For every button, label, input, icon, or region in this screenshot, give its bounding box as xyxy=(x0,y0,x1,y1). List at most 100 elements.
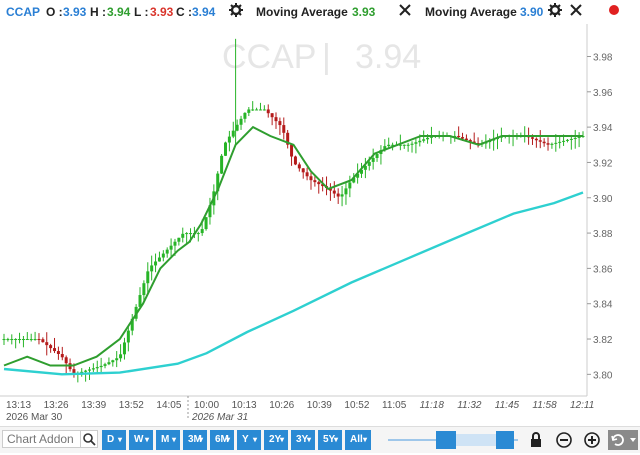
candle-body xyxy=(150,265,154,272)
candle-body xyxy=(157,257,161,262)
zoom-left-handle[interactable] xyxy=(436,431,456,449)
chart-addon-input[interactable] xyxy=(2,430,82,448)
caret-down-icon: ▾ xyxy=(171,435,176,444)
candle-body xyxy=(336,193,340,197)
x-tick-label: 11:18 xyxy=(420,400,445,411)
candle-body xyxy=(550,143,554,145)
moving-average-slow-line xyxy=(3,191,584,376)
low-value: 3.93 xyxy=(150,5,174,19)
x-tick-label: 11:32 xyxy=(457,400,482,411)
chart-canvas[interactable]: CCAP | 3.94 3.98 3.96 3.94 3.92 3.90 3.88 3.86… xyxy=(0,0,640,425)
candle-body xyxy=(235,124,239,131)
y-tick-label: 3.90 xyxy=(593,194,613,205)
candle-body xyxy=(189,233,193,235)
candle-body xyxy=(6,339,10,341)
close-label: C : xyxy=(176,5,192,19)
candle-body xyxy=(115,358,119,361)
refresh-menu-icon[interactable] xyxy=(608,430,638,450)
period-button-d[interactable]: D ▾ xyxy=(102,430,126,450)
candle-body xyxy=(25,339,29,341)
x-tick-label: 13:26 xyxy=(44,400,69,411)
candle-body xyxy=(569,138,573,140)
zoom-out-icon[interactable] xyxy=(554,430,574,450)
high-value: 3.94 xyxy=(107,5,131,19)
zoom-right-handle[interactable] xyxy=(496,431,514,449)
price-chart[interactable]: CCAP | 3.94 3.98 3.96 3.94 3.92 3.90 3.88 3.86… xyxy=(0,0,640,425)
watermark-symbol: CCAP xyxy=(222,38,316,76)
indicator1-value: 3.93 xyxy=(352,5,376,19)
period-button-5y[interactable]: 5Y ▾ xyxy=(318,430,342,450)
indicator1-settings-gear-icon[interactable] xyxy=(229,3,243,20)
open-value: 3.93 xyxy=(63,5,87,19)
candle-body xyxy=(130,318,134,331)
candle-body xyxy=(60,354,64,358)
candle-body xyxy=(33,339,37,341)
y-tick-label: 3.80 xyxy=(593,370,613,381)
close-value: 3.94 xyxy=(192,5,216,19)
watermark-separator: | xyxy=(322,38,331,76)
indicator2-settings-gear-icon[interactable] xyxy=(548,3,562,20)
addon-search-icon[interactable] xyxy=(80,430,98,448)
candle-body xyxy=(352,177,356,183)
period-button-6m[interactable]: 6M ▾ xyxy=(210,430,234,450)
candle-body xyxy=(53,348,57,352)
candle-body xyxy=(309,176,313,181)
candle-body xyxy=(41,339,45,343)
candle-body xyxy=(146,271,150,284)
candle-body xyxy=(56,351,60,355)
period-button-label: 2Y xyxy=(269,434,282,445)
candle-body xyxy=(387,144,391,147)
candle-body xyxy=(453,135,457,137)
x-tick-label: 11:45 xyxy=(495,400,520,411)
x-tick-label: 10:26 xyxy=(269,400,294,411)
candle-body xyxy=(161,253,165,258)
candle-body xyxy=(360,169,364,174)
open-label: O : xyxy=(46,5,63,19)
candle-body xyxy=(301,168,305,173)
y-tick-label: 3.98 xyxy=(593,52,613,63)
x-tick-label: 10:39 xyxy=(307,400,332,411)
candle-body xyxy=(177,237,181,242)
period-button-w[interactable]: W ▾ xyxy=(129,430,153,450)
candle-body xyxy=(293,156,297,165)
low-label: L : xyxy=(134,5,149,19)
candle-body xyxy=(367,161,371,166)
period-button-label: 6M xyxy=(215,434,229,445)
candle-body xyxy=(72,369,76,375)
x-tick-label: 13:52 xyxy=(119,400,144,411)
zoom-in-icon[interactable] xyxy=(582,430,602,450)
zoom-range-slider[interactable] xyxy=(388,430,518,450)
candle-body xyxy=(375,154,379,158)
candle-body xyxy=(165,249,169,254)
period-button-label: 3M xyxy=(188,434,202,445)
candle-body xyxy=(95,367,99,369)
candle-body xyxy=(321,184,325,187)
period-button-3m[interactable]: 3M ▾ xyxy=(183,430,207,450)
candle-body xyxy=(126,330,130,343)
candle-body xyxy=(103,364,107,366)
candle-body xyxy=(546,143,550,145)
symbol-label[interactable]: CCAP xyxy=(6,5,41,19)
candle-body xyxy=(398,144,402,146)
indicator2-remove-close-icon[interactable] xyxy=(570,4,582,19)
indicator1-remove-close-icon[interactable] xyxy=(399,4,411,19)
period-button-2y[interactable]: 2Y ▾ xyxy=(264,430,288,450)
period-button-label: D xyxy=(107,434,115,445)
moving-average-fast-line xyxy=(3,125,583,367)
period-button-all[interactable]: All ▾ xyxy=(345,430,371,450)
candle-body xyxy=(554,142,558,144)
candle-body xyxy=(216,173,220,192)
y-tick-label: 3.84 xyxy=(593,300,613,311)
caret-down-icon: ▾ xyxy=(144,435,149,444)
candle-body xyxy=(429,136,433,138)
period-button-m[interactable]: M ▾ xyxy=(156,430,180,450)
candle-body xyxy=(422,139,426,141)
period-button-y[interactable]: Y ▾ xyxy=(237,430,261,450)
candle-body xyxy=(530,137,534,139)
lock-icon[interactable] xyxy=(526,430,546,450)
candle-body xyxy=(200,229,204,234)
candle-body xyxy=(270,113,274,118)
candle-body xyxy=(426,137,430,140)
period-button-3y[interactable]: 3Y ▾ xyxy=(291,430,315,450)
candle-body xyxy=(111,360,115,363)
